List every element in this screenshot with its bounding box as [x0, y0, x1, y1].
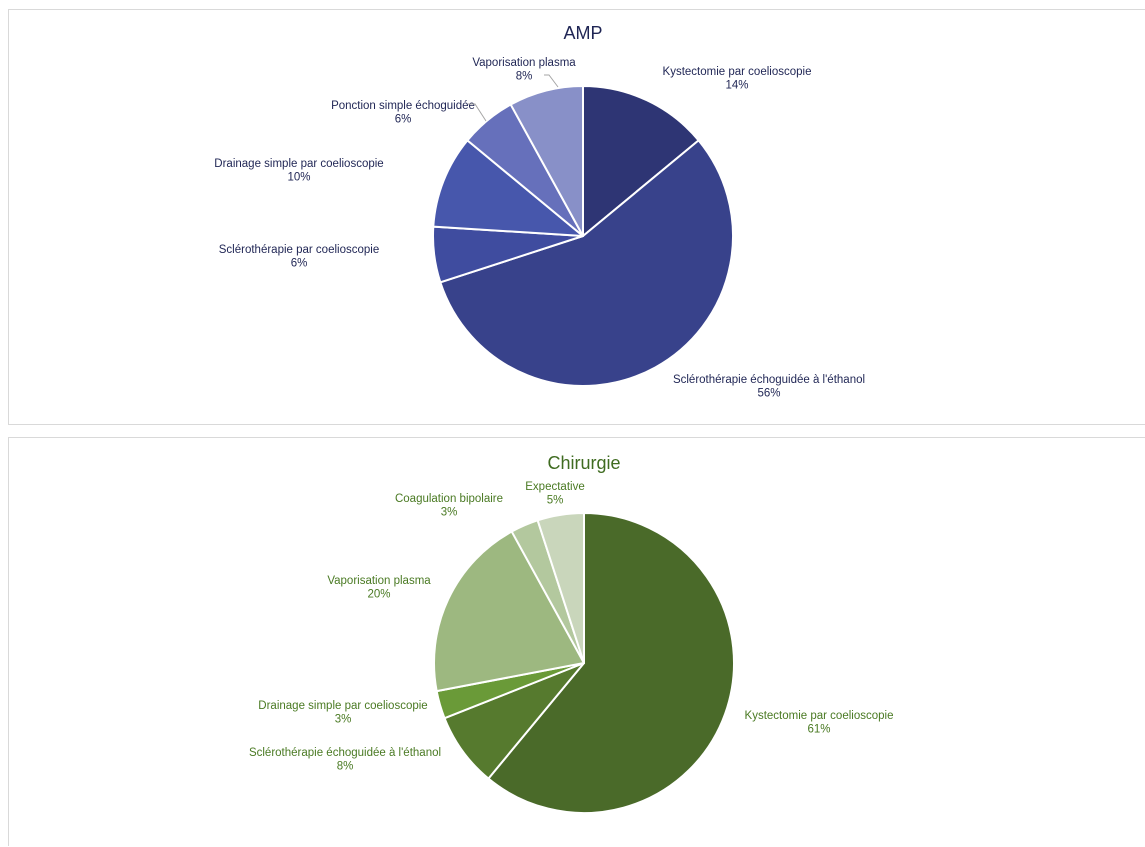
data-label: Vaporisation plasma 8%	[472, 57, 576, 83]
leader-line	[468, 103, 487, 122]
data-label: Vaporisation plasma 20%	[327, 575, 431, 601]
pie-slice-vaporisation-plasma	[433, 530, 585, 693]
pie-slice-vaporisation-plasma	[509, 85, 584, 237]
data-label: Drainage simple par coelioscopie 3%	[258, 700, 427, 726]
data-label: Expectative 5%	[525, 481, 584, 507]
leader-line	[544, 74, 559, 88]
data-label: Kystectomie par coelioscopie 14%	[663, 66, 812, 92]
pie-slice-expectative	[536, 512, 585, 664]
data-label: Ponction simple échoguidée 6%	[331, 100, 475, 126]
pie-chart-chirurgie: Chirurgie Kystectomie par coelioscopie 61…	[249, 453, 894, 814]
chart-panel-amp: AMP Kystectomie par coelioscopie 14% Sclér…	[8, 9, 1145, 425]
pie-slice-kystectomie-par-coelioscopie	[487, 512, 735, 814]
data-label: Sclérothérapie échoguidée à l'éthanol 56%	[673, 374, 865, 400]
pie-chart-amp: AMP Kystectomie par coelioscopie 14% Sclér…	[214, 23, 865, 400]
pie-slice-drainage-simple-par-coelioscopie	[432, 139, 584, 237]
chart-title: Chirurgie	[547, 453, 620, 473]
pie-slice-sclerotherapie-echoguidee-a-l-ethanol	[439, 139, 734, 387]
data-label: Coagulation bipolaire 3%	[395, 493, 503, 519]
data-label: Sclérothérapie par coelioscopie 6%	[219, 244, 379, 270]
chart-title: AMP	[563, 23, 602, 43]
chart-panel-chirurgie: Chirurgie Kystectomie par coelioscopie 61…	[8, 437, 1145, 846]
pie-slice-kystectomie-par-coelioscopie	[582, 85, 700, 237]
data-label: Drainage simple par coelioscopie 10%	[214, 158, 383, 184]
data-label: Sclérothérapie échoguidée à l'éthanol 8%	[249, 747, 441, 773]
data-label: Kystectomie par coelioscopie 61%	[745, 710, 894, 736]
